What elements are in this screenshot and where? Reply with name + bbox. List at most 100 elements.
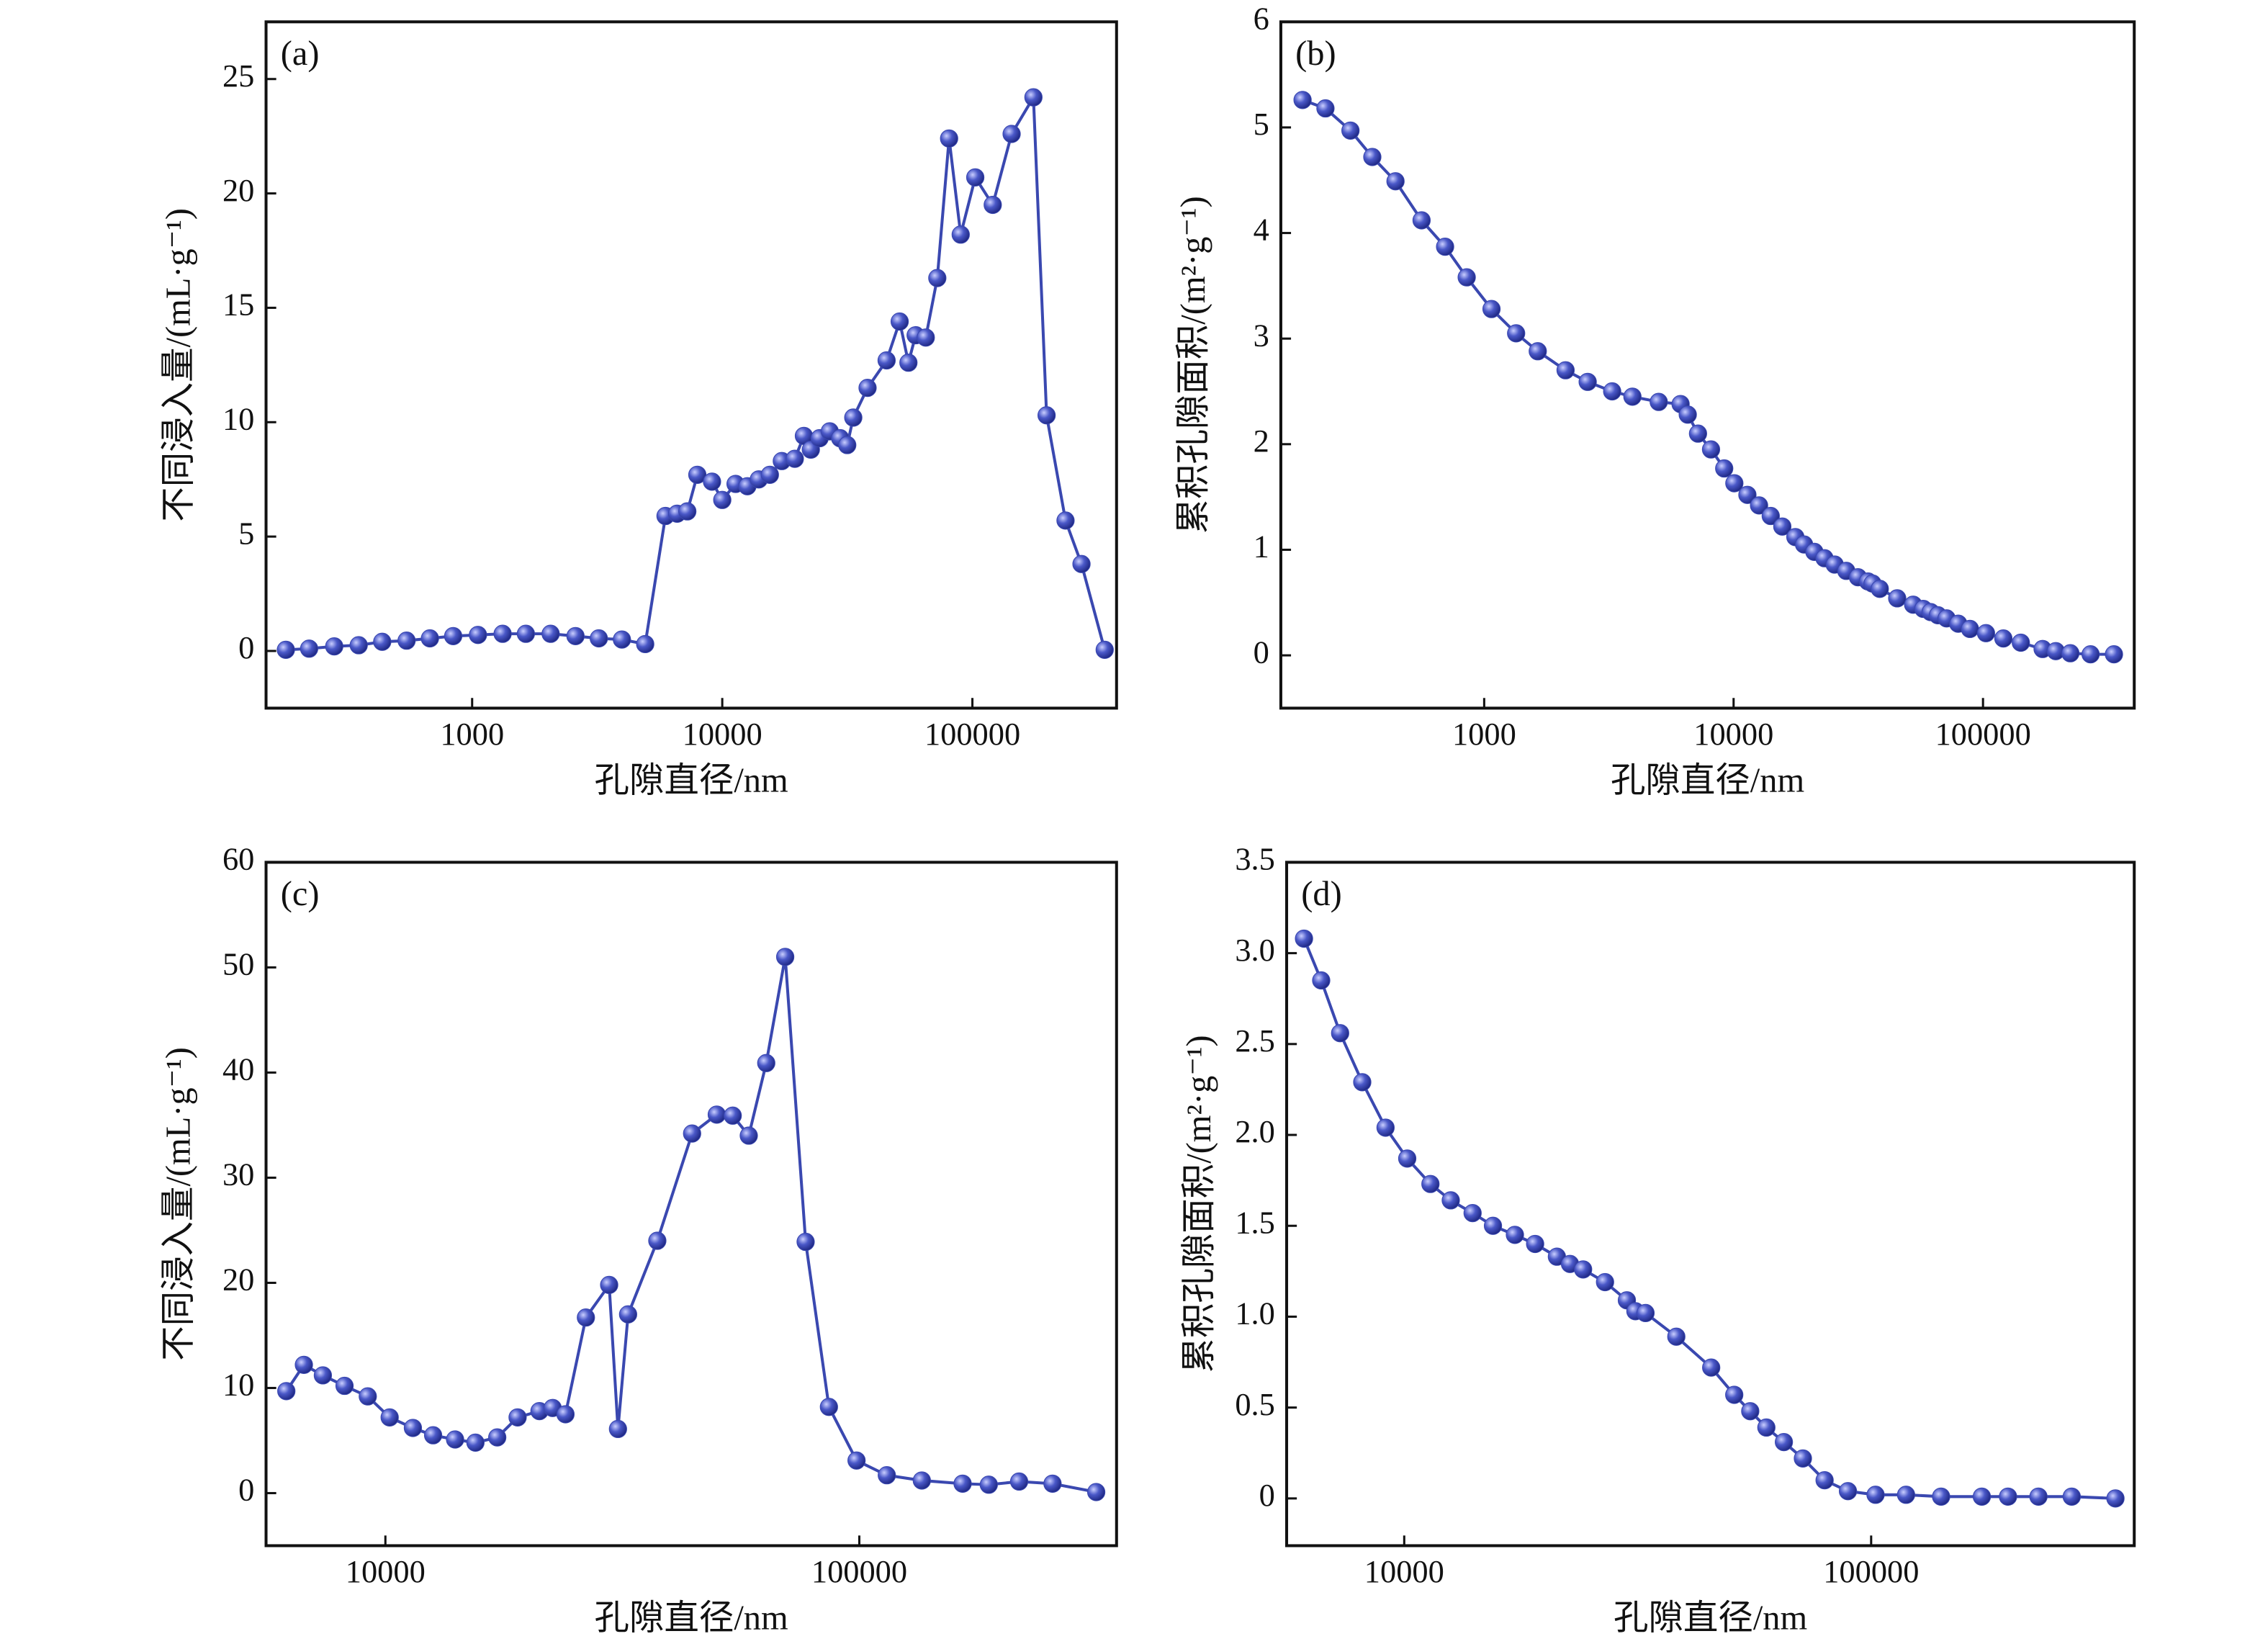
data-point (1441, 1191, 1460, 1210)
y-tick-label: 10 (222, 400, 254, 436)
series-line (285, 956, 1097, 1493)
data-point (1896, 1486, 1915, 1504)
data-point (1750, 496, 1768, 515)
data-point (940, 129, 958, 148)
data-point (2012, 633, 2030, 652)
data-point (1295, 929, 1313, 948)
x-tick-label: 100000 (1823, 1553, 1919, 1589)
panel-label: (d) (1301, 875, 1342, 913)
plot-frame (1285, 861, 2136, 1548)
data-point (1761, 506, 1780, 526)
data-point (608, 1419, 627, 1439)
data-point (294, 1355, 313, 1374)
data-point (1086, 1483, 1106, 1501)
data-point (844, 408, 863, 427)
data-point (1774, 1432, 1794, 1452)
plot-frame (264, 861, 1118, 1548)
data-point (739, 1126, 758, 1145)
data-point (313, 1366, 333, 1385)
data-point (488, 1428, 507, 1447)
data-point (1678, 405, 1697, 424)
data-point (1316, 99, 1335, 118)
data-point (577, 1308, 595, 1327)
y-tick-label: 2 (1254, 423, 1269, 459)
x-tick-label: 1000 (440, 716, 504, 752)
y-tick-label: 1.0 (1235, 1295, 1275, 1331)
data-point (325, 637, 343, 656)
data-point (566, 626, 585, 645)
data-point (1578, 372, 1597, 391)
data-point (300, 639, 318, 658)
x-tick-label: 10000 (683, 716, 762, 752)
data-point (966, 168, 985, 187)
data-point (1398, 1149, 1417, 1168)
data-point (1421, 1174, 1440, 1193)
data-point (2106, 1489, 2125, 1508)
data-point (1436, 238, 1454, 256)
y-tick-label: 50 (222, 946, 254, 982)
data-point (1376, 1118, 1395, 1137)
data-point (1556, 361, 1575, 379)
y-tick-label: 20 (222, 1262, 254, 1298)
data-point (1866, 1486, 1885, 1504)
y-tick-label: 1 (1254, 529, 1269, 565)
data-point (858, 379, 877, 397)
data-point (276, 640, 295, 660)
data-point (1757, 1418, 1776, 1437)
data-point (1506, 1226, 1524, 1244)
data-point (2029, 1487, 2048, 1506)
x-tick-label: 100000 (924, 716, 1020, 752)
y-tick-label: 2.5 (1235, 1023, 1275, 1059)
data-point (1636, 1303, 1655, 1323)
data-point (508, 1408, 527, 1427)
data-point (420, 629, 439, 648)
data-point (678, 502, 697, 521)
data-point (1725, 1385, 1744, 1404)
data-point (1024, 88, 1043, 107)
data-point (541, 624, 560, 643)
data-point (979, 1475, 998, 1494)
y-tick-label: 3.0 (1235, 932, 1275, 968)
data-point (890, 312, 909, 331)
data-point (493, 624, 512, 643)
panel-label: (c) (281, 875, 320, 913)
data-point (380, 1408, 399, 1427)
data-point (556, 1405, 575, 1424)
data-point (984, 195, 1002, 215)
data-point (349, 636, 368, 655)
x-axis-label: 孔隙直径/nm (595, 762, 788, 800)
y-tick-label: 25 (222, 58, 254, 94)
data-point (1353, 1073, 1372, 1092)
data-point (724, 1106, 742, 1125)
data-point (1412, 211, 1431, 230)
y-tick-label: 0.5 (1235, 1386, 1275, 1422)
y-tick-label: 2.0 (1235, 1113, 1275, 1149)
data-point (590, 629, 608, 648)
data-point (1603, 382, 1621, 401)
data-point (1701, 440, 1721, 459)
data-point (703, 472, 721, 491)
data-point (1794, 1449, 1812, 1468)
y-tick-label: 3.5 (1235, 841, 1275, 877)
y-tick-label: 0 (238, 1472, 254, 1508)
data-point (917, 328, 935, 347)
data-point (1623, 387, 1642, 406)
data-point (796, 1232, 815, 1252)
data-point (446, 1430, 464, 1449)
panel: 0 1 2 3 4 5 6 1000 10000 100000 孔隙直径/nm 累积孔隙面积/(m²·… (1174, 1, 2136, 800)
panel: 0 0.5 1.0 1.5 2.0 2.5 3.0 3.5 10000 100000 孔隙直径/nm… (1180, 841, 2136, 1638)
data-point (899, 354, 918, 372)
data-point (648, 1231, 667, 1250)
data-point (1072, 554, 1091, 573)
data-point (469, 626, 487, 644)
data-point (466, 1433, 485, 1452)
data-point (928, 269, 947, 287)
x-axis-label: 孔隙直径/nm (595, 1599, 788, 1638)
data-point (878, 1466, 896, 1485)
data-point (1002, 125, 1021, 143)
data-point (2061, 644, 2080, 662)
data-point (953, 1474, 972, 1493)
panel: 0 5 10 15 20 25 1000 10000 100000 孔隙直径/nm 不同浸入量/(m… (160, 20, 1118, 800)
series-line (285, 92, 1107, 652)
